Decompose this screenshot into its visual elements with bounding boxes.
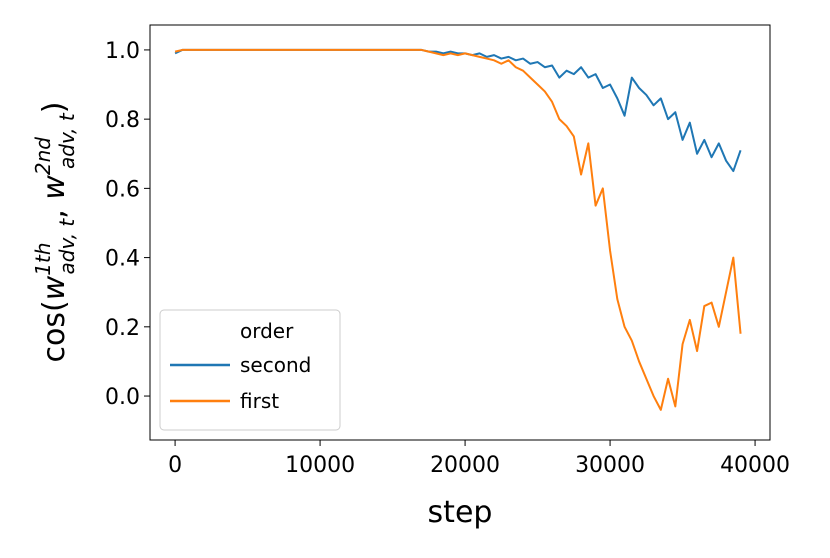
y-label-part: 2nd	[31, 137, 55, 175]
y-label-part: )	[37, 102, 72, 114]
y-label-part: adv, t	[55, 112, 79, 169]
y-label-part: adv, t	[55, 218, 79, 275]
y-axis-label: cos(w1thadv, t, w2ndadv, t)	[31, 102, 79, 363]
y-tick-label: 1.0	[105, 39, 140, 64]
y-label-part: w	[37, 275, 72, 300]
x-tick-label: 30000	[575, 453, 645, 478]
y-label-part: ,	[37, 200, 72, 219]
y-tick-label: 0.4	[105, 247, 140, 272]
x-tick-label: 0	[168, 453, 182, 478]
x-axis-label: step	[428, 495, 493, 530]
y-label-part: w	[37, 175, 72, 200]
legend-label: second	[240, 353, 311, 377]
y-tick-label: 0.0	[105, 385, 140, 410]
legend-label: first	[240, 389, 279, 413]
x-tick-label: 40000	[720, 453, 790, 478]
x-tick-label: 10000	[285, 453, 355, 478]
plot-frame	[149, 24, 771, 441]
y-tick-label: 0.6	[105, 177, 140, 202]
y-tick-label: 0.2	[105, 316, 140, 341]
y-label-part: 1th	[31, 242, 55, 275]
series-line	[174, 48, 742, 411]
y-label-part: cos(	[37, 300, 72, 362]
series-line	[174, 48, 742, 173]
x-tick-label: 20000	[430, 453, 500, 478]
legend-title: order	[240, 319, 294, 343]
y-tick-label: 0.8	[105, 108, 140, 133]
